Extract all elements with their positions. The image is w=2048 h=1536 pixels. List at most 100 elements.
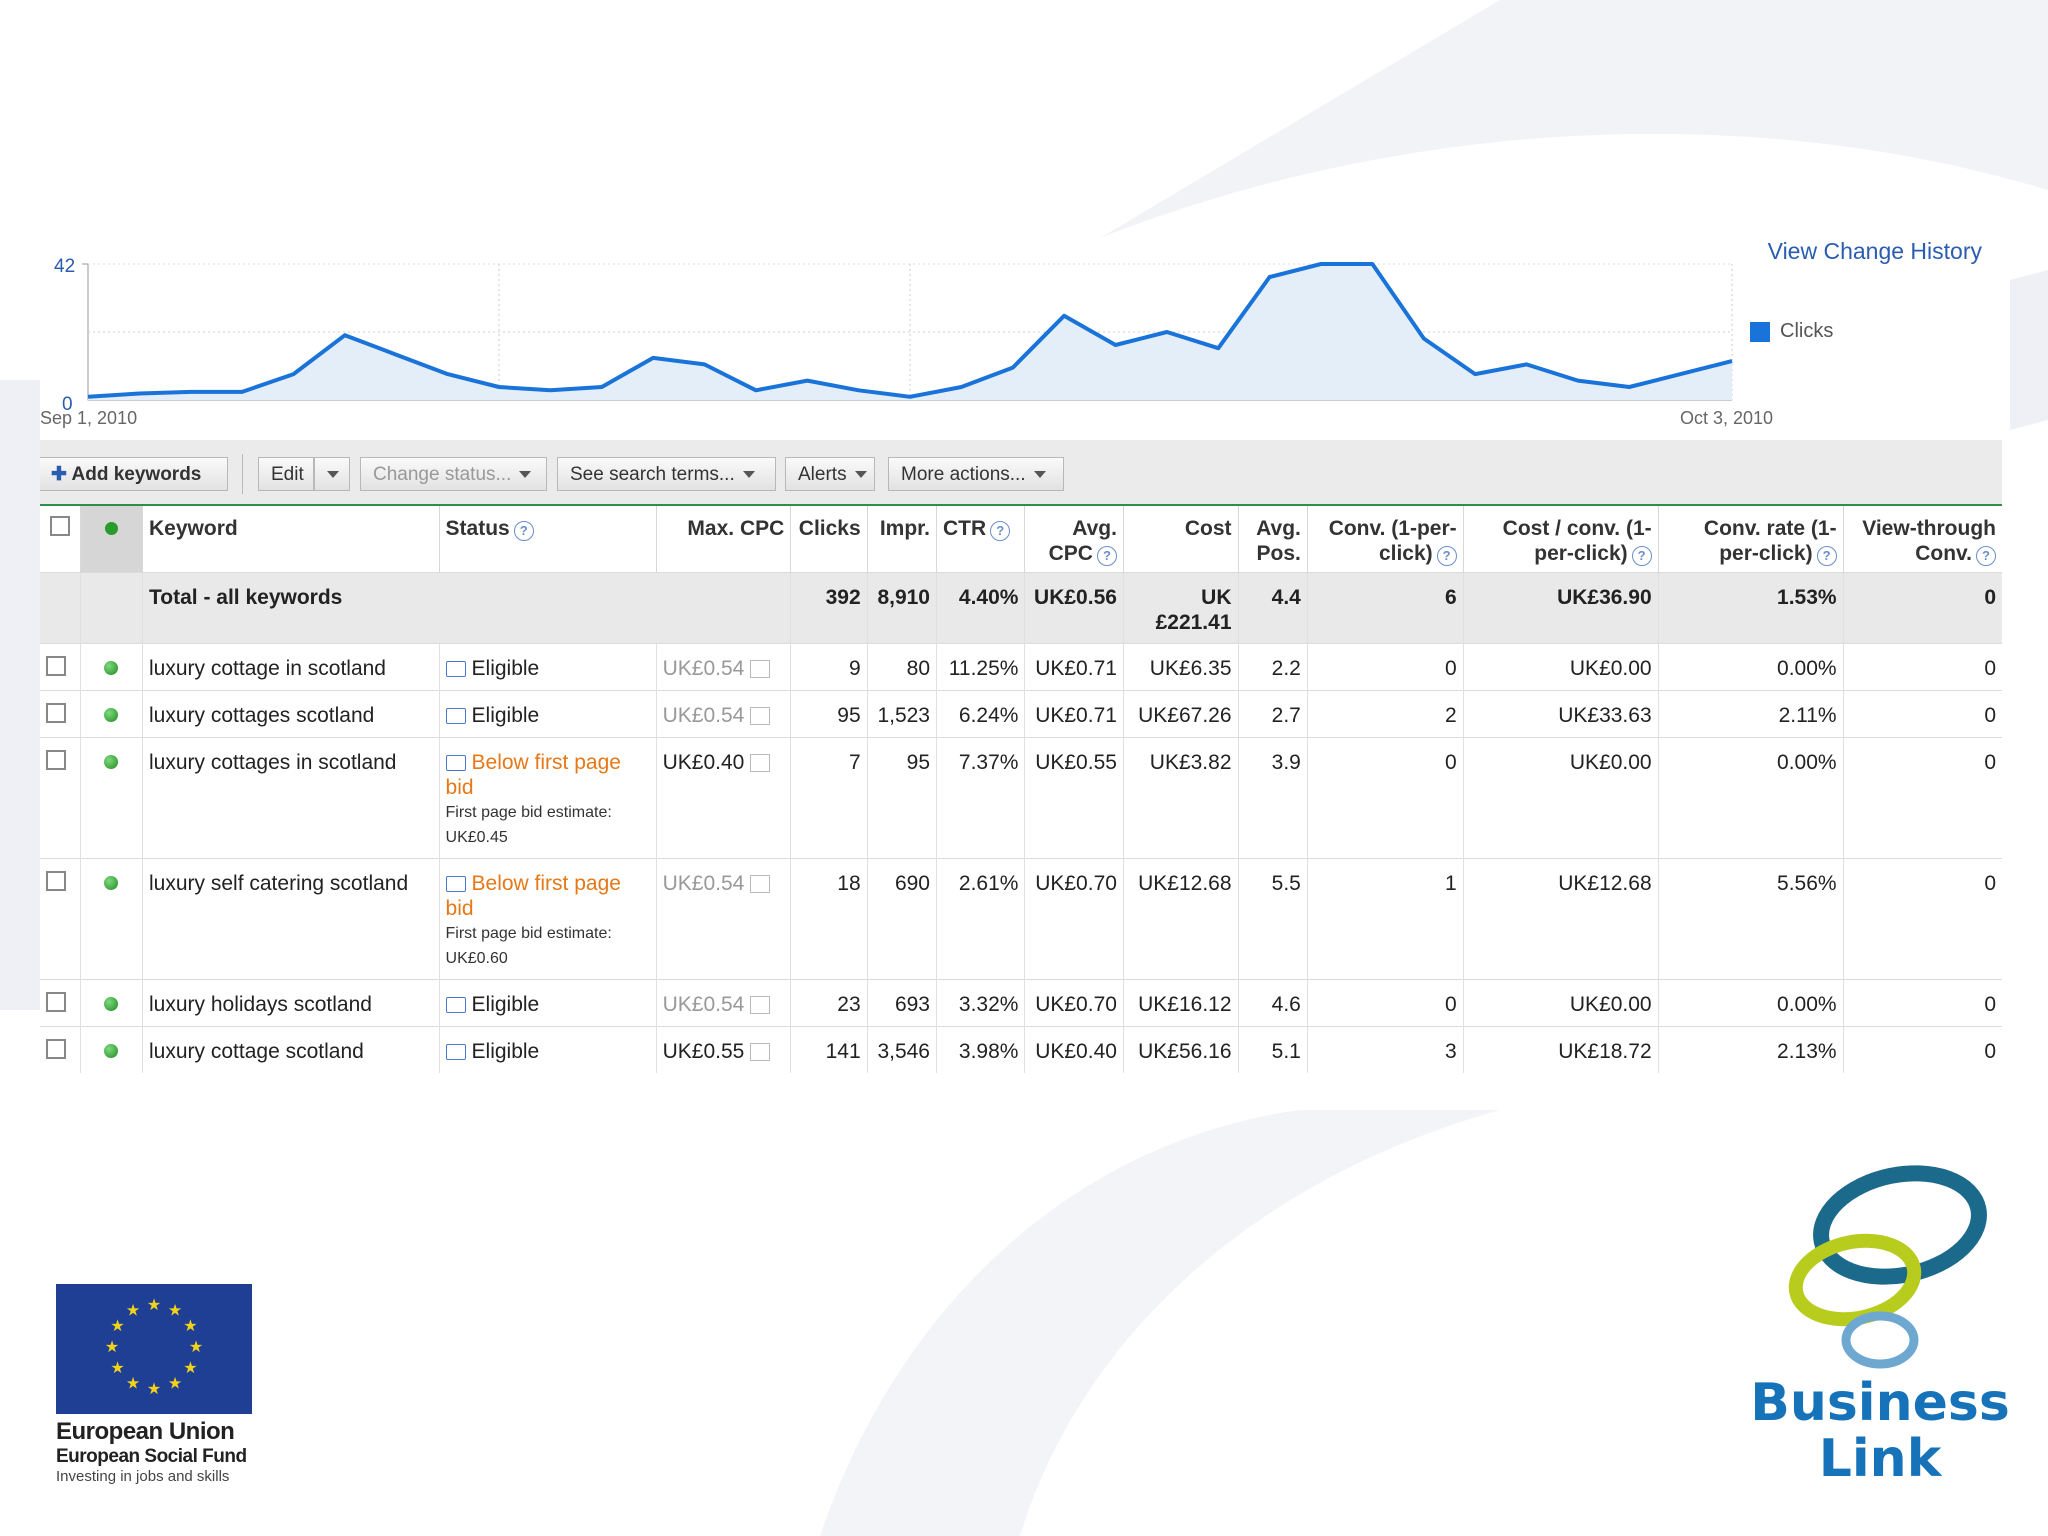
keyword-cell[interactable]: luxury cottage scotland	[142, 1026, 440, 1073]
bid-simulator-icon[interactable]	[750, 707, 771, 726]
keyword-cell[interactable]: luxury cottage in scotland	[142, 643, 440, 691]
view-through-header[interactable]: View-through Conv.?	[1842, 506, 2002, 573]
see-search-terms-button[interactable]: See search terms...	[557, 457, 776, 491]
keyword-header[interactable]: Keyword	[142, 506, 440, 573]
x-start-label: Sep 1, 2010	[40, 408, 137, 428]
change-status-button[interactable]: Change status...	[360, 457, 547, 491]
status-label: Below first page bid	[445, 751, 621, 799]
help-icon[interactable]: ?	[513, 521, 534, 541]
total-label: Total - all keywords	[142, 572, 791, 644]
max-cpc-cell[interactable]: UK£0.54	[655, 979, 791, 1027]
conv-header[interactable]: Conv. (1-per-click)?	[1306, 506, 1464, 573]
avg-cpc-cell: UK£0.55	[1024, 737, 1124, 859]
help-icon[interactable]: ?	[990, 521, 1011, 541]
total-impr: 8,910	[866, 572, 937, 644]
help-icon[interactable]: ?	[1436, 546, 1457, 566]
max-cpc-cell[interactable]: UK£0.54	[655, 690, 791, 738]
conv-rate-header[interactable]: Conv. rate (1-per-click)?	[1657, 506, 1844, 573]
eu-stars: ★ ★★★★★★★★★★★	[105, 1297, 203, 1398]
status-note: First page bid estimate: UK£0.45	[445, 804, 612, 846]
row-checkbox[interactable]	[46, 1039, 66, 1059]
ctr-cell: 7.37%	[935, 737, 1025, 859]
help-icon[interactable]: ?	[1096, 546, 1117, 566]
enabled-status-icon[interactable]	[104, 876, 119, 890]
total-empty-cell	[79, 572, 143, 644]
help-icon[interactable]: ?	[1816, 546, 1837, 566]
clicks-cell: 7	[790, 737, 868, 859]
row-checkbox[interactable]	[46, 656, 66, 676]
speech-bubble-icon[interactable]	[445, 997, 466, 1014]
enabled-status-icon[interactable]	[104, 997, 119, 1011]
cost-cell: UK£67.26	[1122, 690, 1239, 738]
select-all-checkbox[interactable]	[49, 516, 70, 536]
help-icon[interactable]: ?	[1976, 546, 1996, 566]
conv-rate-header-label: Conv. rate (1-per-click)	[1703, 517, 1837, 565]
enabled-status-icon[interactable]	[104, 661, 119, 675]
clicks-cell: 95	[790, 690, 868, 738]
keyword-cell[interactable]: luxury cottages scotland	[142, 690, 440, 738]
eu-star-icon: ★	[168, 1303, 182, 1320]
max-cpc-cell[interactable]: UK£0.40	[655, 737, 791, 859]
status-label: Eligible	[471, 657, 540, 680]
cost-header[interactable]: Cost	[1122, 506, 1239, 573]
select-all-header	[40, 506, 81, 573]
max-cpc-cell[interactable]: UK£0.54	[655, 643, 791, 691]
eu-star-icon: ★	[126, 1303, 140, 1320]
impr-header[interactable]: Impr.	[866, 506, 937, 573]
speech-bubble-icon[interactable]	[445, 1044, 466, 1061]
bid-simulator-icon[interactable]	[750, 1043, 771, 1062]
avg-cpc-cell: UK£0.71	[1024, 690, 1124, 738]
status-header[interactable]: Status?	[438, 506, 657, 573]
speech-bubble-icon[interactable]	[445, 876, 466, 893]
edit-button[interactable]: Edit	[258, 457, 314, 491]
add-keywords-button[interactable]: ✚ Add keywords	[40, 457, 228, 491]
ctr-header[interactable]: CTR?	[935, 506, 1025, 573]
bid-simulator-icon[interactable]	[750, 660, 771, 679]
edit-dropdown-button[interactable]	[314, 457, 350, 491]
adwords-panel: 42 0 Sep 1, 2010 Oct 3, 2010 View Change…	[40, 238, 2002, 1110]
enabled-status-icon[interactable]	[104, 755, 119, 769]
chevron-down-icon	[1033, 471, 1046, 479]
cost-conv-header[interactable]: Cost / conv. (1-per-click)?	[1462, 506, 1659, 573]
alerts-button[interactable]: Alerts	[785, 457, 875, 491]
row-checkbox-cell	[40, 1026, 81, 1073]
plus-icon: ✚	[51, 464, 67, 485]
speech-bubble-icon[interactable]	[445, 708, 466, 725]
row-checkbox[interactable]	[46, 750, 66, 770]
max-cpc-header[interactable]: Max. CPC	[655, 506, 791, 573]
bid-simulator-icon[interactable]	[750, 875, 771, 894]
speech-bubble-icon[interactable]	[445, 661, 466, 678]
keyword-cell[interactable]: luxury self catering scotland	[142, 858, 440, 980]
row-checkbox[interactable]	[46, 871, 66, 891]
impr-cell: 693	[866, 979, 937, 1027]
keyword-cell[interactable]: luxury cottages in scotland	[142, 737, 440, 859]
speech-bubble-icon[interactable]	[445, 755, 466, 772]
enabled-status-icon[interactable]	[104, 708, 119, 722]
ctr-cell: 3.98%	[935, 1026, 1025, 1073]
avg-cpc-header[interactable]: Avg. CPC?	[1024, 506, 1124, 573]
max-cpc-value: UK£0.40	[662, 751, 745, 774]
avg-pos-header[interactable]: Avg. Pos.	[1237, 506, 1308, 573]
row-checkbox[interactable]	[46, 992, 66, 1012]
cost-cell: UK£6.35	[1122, 643, 1239, 691]
total-cost-conv: UK£36.90	[1462, 572, 1659, 644]
max-cpc-cell[interactable]: UK£0.55	[655, 1026, 791, 1073]
max-cpc-value: UK£0.54	[662, 872, 745, 895]
conv-cell: 0	[1306, 643, 1464, 691]
cost-conv-cell: UK£0.00	[1462, 979, 1659, 1027]
cost-conv-header-label: Cost / conv. (1-per-click)	[1502, 517, 1652, 565]
more-actions-button[interactable]: More actions...	[888, 457, 1064, 491]
help-icon[interactable]: ?	[1631, 546, 1652, 566]
view-change-history-link[interactable]: View Change History	[1767, 238, 1982, 264]
legend-swatch	[1750, 321, 1770, 342]
max-cpc-cell[interactable]: UK£0.54	[655, 858, 791, 980]
row-checkbox[interactable]	[46, 703, 66, 723]
enabled-status-icon[interactable]	[104, 1044, 119, 1058]
status-dot-header[interactable]	[79, 506, 143, 573]
bid-simulator-icon[interactable]	[750, 996, 771, 1015]
keyword-cell[interactable]: luxury holidays scotland	[142, 979, 440, 1027]
bid-simulator-icon[interactable]	[750, 754, 771, 773]
clicks-header[interactable]: Clicks	[790, 506, 868, 573]
conv-cell: 0	[1306, 737, 1464, 859]
ctr-cell: 2.61%	[935, 858, 1025, 980]
